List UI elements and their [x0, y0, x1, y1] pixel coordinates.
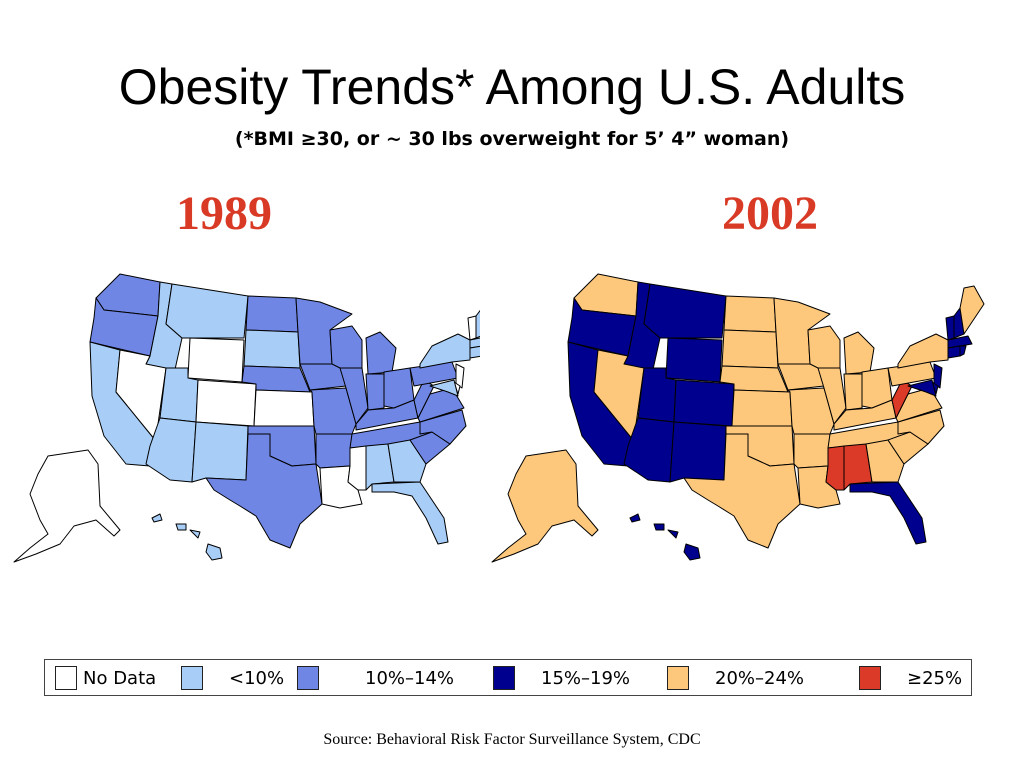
legend-swatch-15-19 [493, 666, 515, 690]
state-tx [205, 433, 323, 549]
slide-title: Obesity Trends* Among U.S. Adults [118, 59, 906, 115]
slide-subtitle: (*BMI ≥30, or ~ 30 lbs overweight for 5’… [234, 128, 790, 150]
state-mi [365, 331, 397, 375]
state-ms [825, 445, 845, 491]
state-nc [419, 409, 467, 445]
legend-swatch-10-14 [297, 666, 319, 690]
state-mt [165, 283, 249, 339]
year-label-1989: 1989 [176, 187, 272, 240]
legend-item-10-14: 10%–14% [297, 666, 454, 690]
legend-label-under-10: <10% [229, 667, 285, 689]
state-co [673, 379, 735, 427]
state-fl [849, 481, 927, 545]
state-hi-4 [205, 543, 223, 561]
legend-label-10-14: 10%–14% [365, 667, 455, 689]
state-ny [419, 333, 471, 369]
state-nv [115, 349, 167, 447]
state-al [843, 443, 873, 491]
legend-swatch-25-plus [859, 666, 881, 690]
state-wi [807, 325, 841, 369]
legend-item-20-24: 20%–24% [667, 666, 804, 690]
legend-label-20-24: 20%–24% [715, 667, 805, 689]
state-hi-2 [175, 523, 187, 531]
legend-swatch-under-10 [181, 666, 203, 690]
state-hi-4 [683, 543, 701, 561]
state-ms [347, 445, 367, 491]
state-nd [245, 295, 299, 333]
state-vt [945, 315, 955, 341]
state-ks [731, 389, 793, 427]
legend-item-no-data: No Data [55, 666, 156, 690]
state-ma [469, 337, 480, 349]
legend-item-under-10: <10% [181, 666, 284, 690]
state-nm [191, 421, 249, 483]
state-sd [721, 329, 779, 369]
state-vt [467, 315, 477, 341]
legend-label-25-plus: ≥25% [907, 667, 963, 689]
state-ct [469, 345, 480, 359]
year-label-2002: 2002 [722, 187, 818, 240]
state-mi [843, 331, 875, 375]
state-ak [13, 449, 121, 563]
legend-item-15-19: 15%–19% [493, 666, 630, 690]
state-wy [665, 337, 723, 383]
state-in [365, 373, 385, 411]
state-tx [683, 433, 801, 549]
source-note: Source: Behavioral Risk Factor Surveilla… [323, 731, 701, 748]
state-sd [243, 329, 301, 369]
state-nd [723, 295, 777, 333]
state-fl [371, 481, 449, 545]
state-hi-1 [151, 513, 163, 523]
legend-label-no-data: No Data [83, 667, 157, 689]
state-hi-3 [189, 529, 201, 539]
state-hi-3 [667, 529, 679, 539]
state-wy [187, 337, 245, 383]
legend-label-15-19: 15%–19% [541, 667, 631, 689]
us-map-1989 [13, 273, 480, 563]
state-wi [329, 325, 363, 369]
state-ak [491, 449, 599, 563]
state-md [429, 379, 459, 397]
state-nj [455, 363, 465, 389]
state-ma [947, 335, 973, 349]
state-ar [793, 433, 831, 469]
state-in [843, 373, 863, 411]
state-nm [669, 421, 727, 483]
state-nc [897, 409, 945, 445]
state-ny [897, 333, 949, 369]
state-nh [475, 309, 480, 339]
state-mt [643, 283, 727, 339]
state-hi-1 [629, 513, 641, 523]
state-il [339, 367, 369, 425]
state-nv [593, 349, 645, 447]
legend-swatch-20-24 [667, 666, 689, 690]
state-ri [959, 345, 967, 357]
state-il [817, 367, 847, 425]
legend-swatch-no-data [55, 666, 77, 690]
legend-item-25-plus: ≥25% [859, 666, 962, 690]
state-me [959, 285, 985, 335]
state-hi-2 [653, 523, 665, 531]
state-nj [933, 363, 943, 389]
us-map-2002 [491, 273, 985, 563]
state-md [907, 379, 937, 397]
state-al [365, 443, 395, 491]
map-legend: No Data <10% 10%–14% 15%–19% 20%–24% ≥25… [44, 659, 972, 696]
state-ar [315, 433, 353, 469]
state-ks [253, 389, 315, 427]
state-ct [947, 345, 961, 359]
state-co [195, 379, 257, 427]
